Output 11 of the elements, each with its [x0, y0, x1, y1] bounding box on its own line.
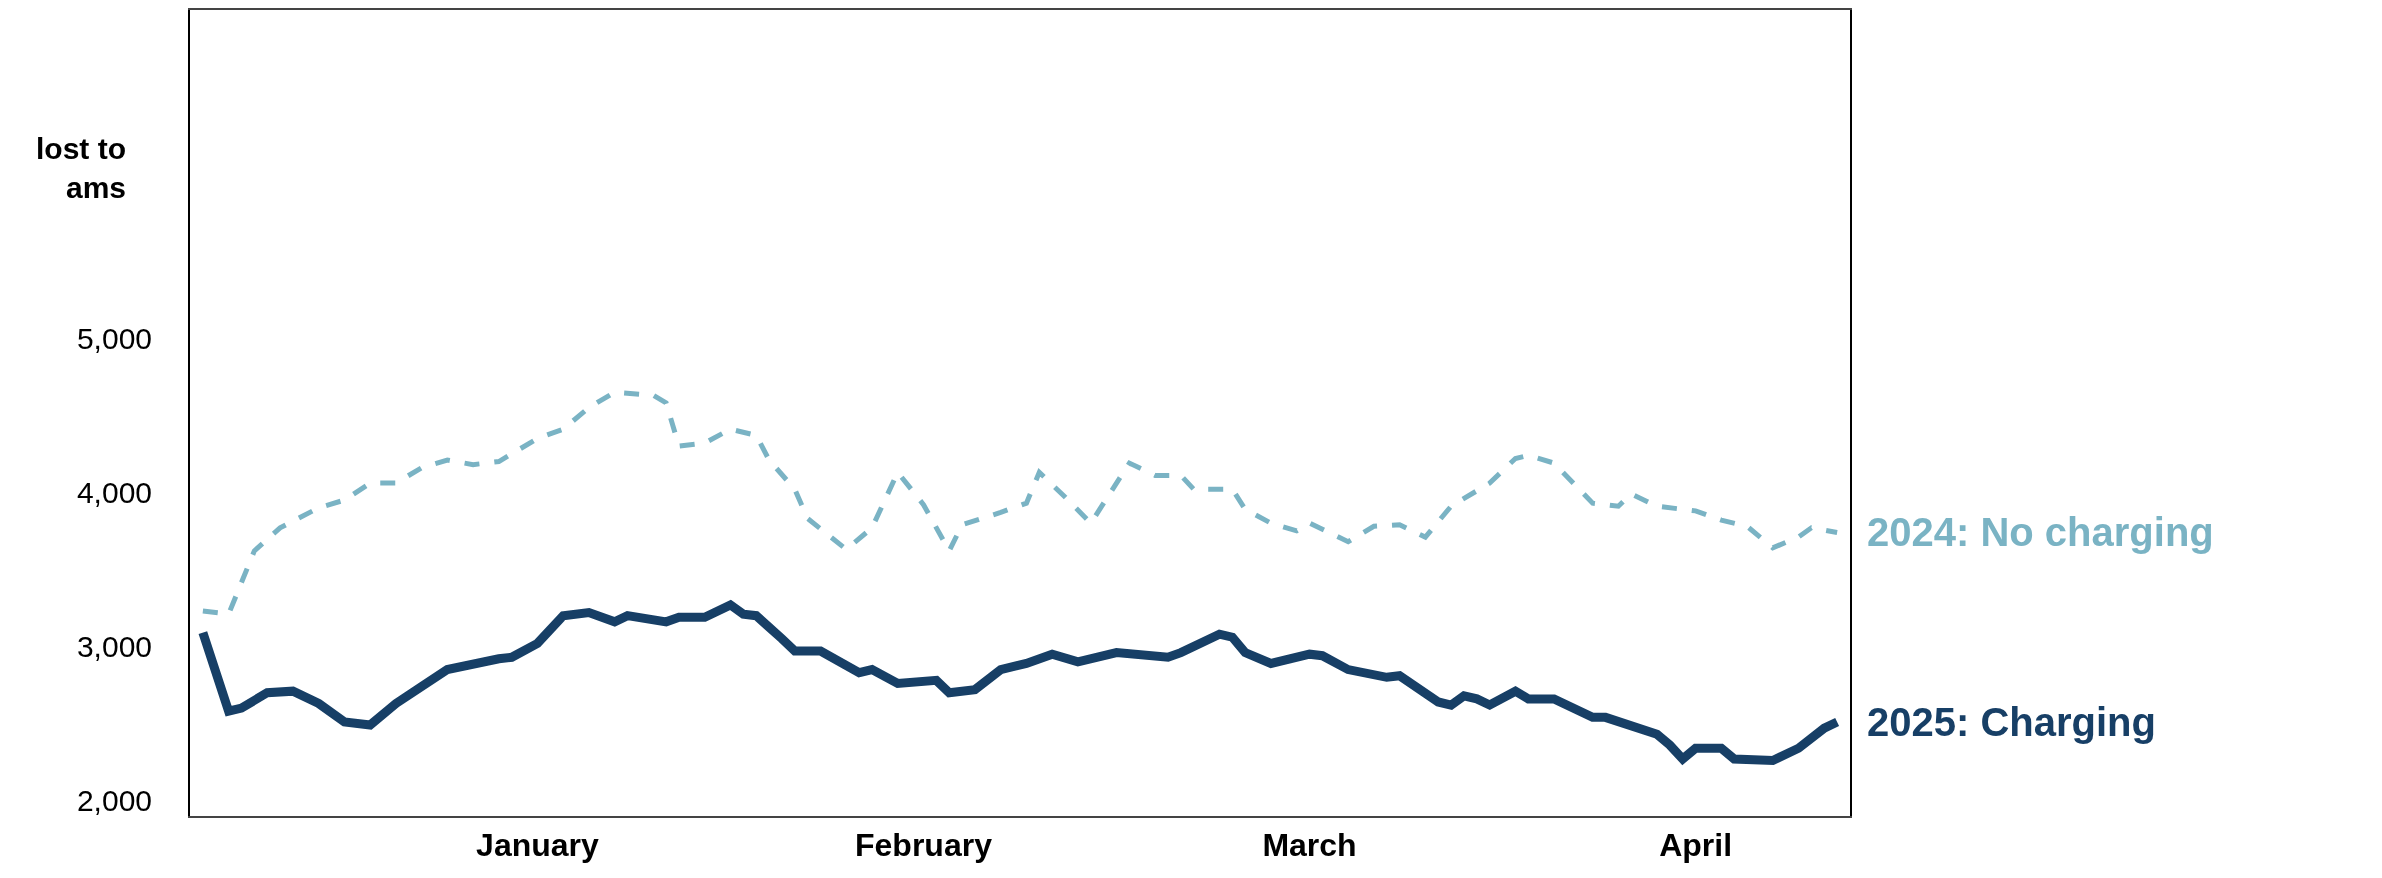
y-tick-label: 2,000	[76, 784, 152, 818]
series-label: 2025: Charging	[1867, 700, 2156, 744]
x-tick-label: March	[1262, 827, 1357, 864]
y-axis-title: lost to ams	[36, 132, 126, 204]
x-tick-label: February	[855, 827, 993, 864]
y-tick-label: 3,000	[76, 629, 152, 663]
y-tick-label: 5,000	[76, 321, 152, 355]
x-tick-label: January	[476, 827, 600, 864]
x-tick-label: April	[1659, 827, 1733, 864]
series-label: 2024: No charging	[1867, 510, 2214, 554]
y-tick-label: 4,000	[76, 475, 152, 509]
